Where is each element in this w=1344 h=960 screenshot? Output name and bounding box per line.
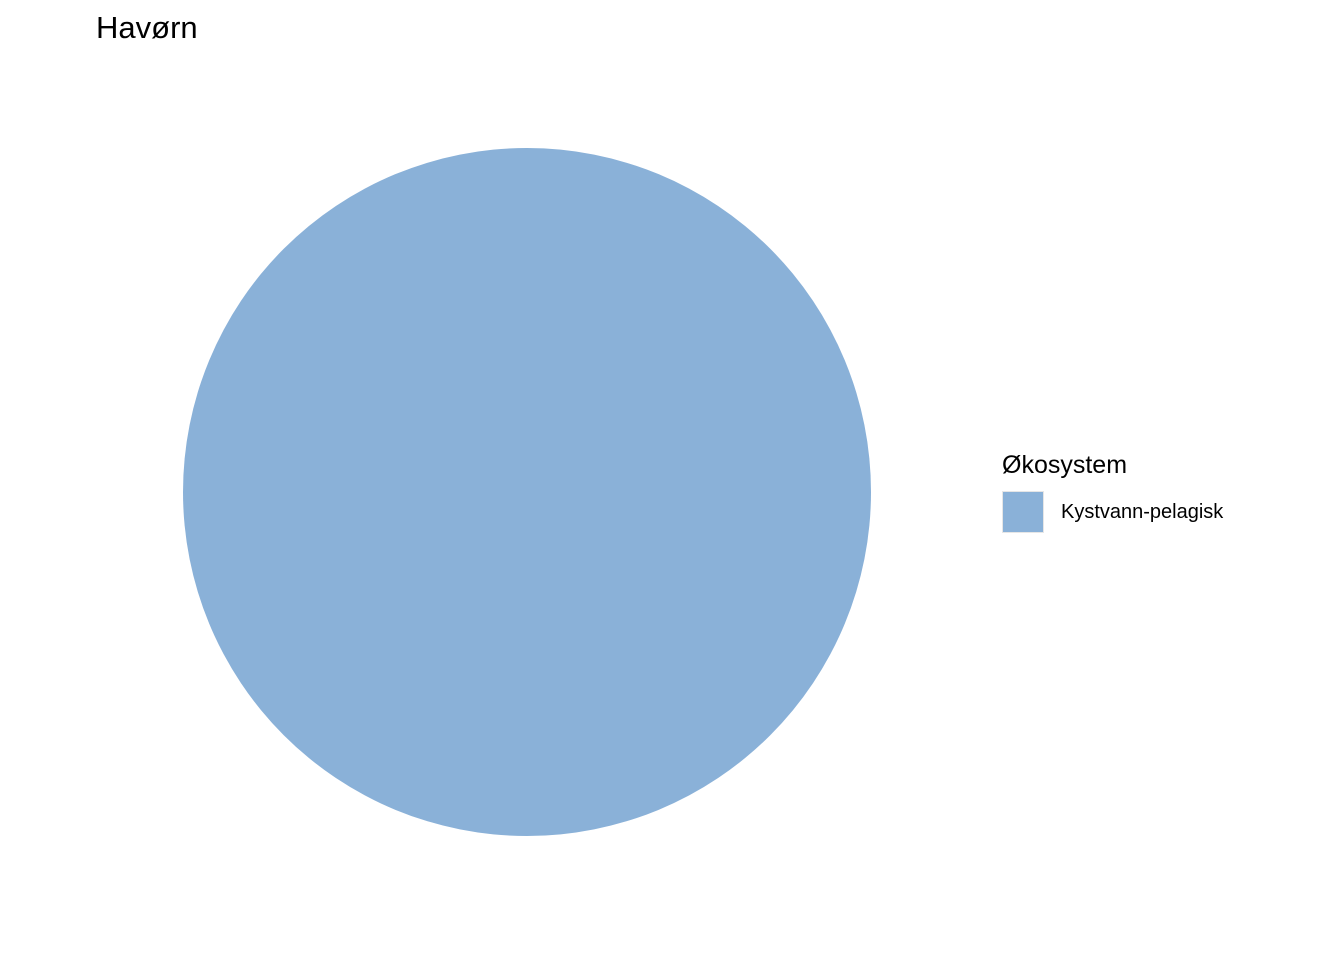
legend-label: Kystvann-pelagisk (1061, 500, 1224, 523)
legend-title: Økosystem (1002, 451, 1128, 479)
legend-item: Kystvann-pelagisk (1002, 491, 1223, 533)
pie-slice-0 (183, 148, 871, 836)
legend-items: Kystvann-pelagisk (1002, 491, 1223, 533)
legend-swatch (1002, 491, 1044, 533)
chart-title: Havørn (96, 10, 198, 45)
legend: Økosystem Kystvann-pelagisk (1002, 447, 1223, 533)
